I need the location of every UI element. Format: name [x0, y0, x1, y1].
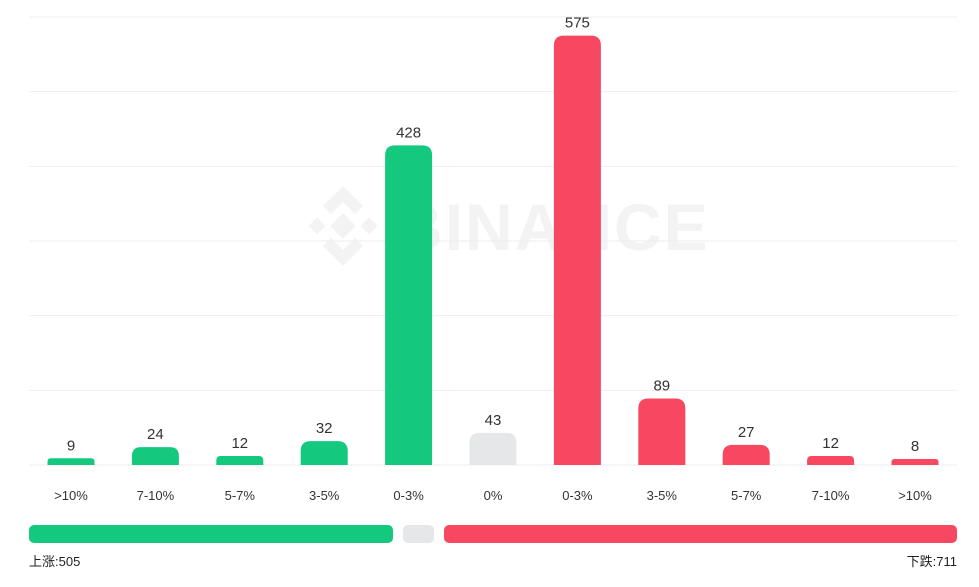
category-label: >10%	[54, 488, 88, 503]
summary-up-count: 上涨:505	[29, 554, 81, 569]
binance-watermark: BINANCE	[308, 186, 710, 266]
category-label: 0-3%	[562, 488, 593, 503]
bar-flat-5[interactable]	[469, 432, 517, 465]
category-label: >10%	[898, 488, 932, 503]
summary-down-count: 下跌:711	[906, 554, 957, 569]
bars	[47, 35, 939, 466]
category-label: 7-10%	[137, 488, 175, 503]
bar-up-3[interactable]	[300, 441, 348, 465]
binance-logo-icon	[308, 186, 378, 266]
value-label: 89	[653, 378, 670, 395]
bar-down-6[interactable]	[553, 35, 601, 466]
value-label: 12	[822, 435, 839, 452]
bar-down-10[interactable]	[891, 459, 939, 465]
value-label: 9	[67, 437, 75, 454]
bar-up-0[interactable]	[47, 458, 95, 465]
labels: 9 >10% 24 7-10% 12 5-7% 32 3-5% 428 0-3% 43 0% 575 0-…	[54, 15, 932, 503]
watermark-text: BINANCE	[395, 190, 710, 264]
value-label: 43	[485, 412, 502, 429]
category-label: 3-5%	[647, 488, 678, 503]
summary-segment-flat	[403, 525, 434, 543]
category-label: 3-5%	[309, 488, 340, 503]
bar-down-7[interactable]	[638, 398, 686, 465]
summary-bar	[29, 525, 957, 543]
value-label: 12	[231, 435, 248, 452]
value-label: 428	[396, 124, 421, 141]
category-label: 7-10%	[812, 488, 850, 503]
category-label: 5-7%	[225, 488, 256, 503]
category-label: 5-7%	[731, 488, 762, 503]
value-label: 8	[911, 438, 919, 455]
bar-up-2[interactable]	[216, 456, 264, 465]
grid	[29, 16, 957, 466]
summary-segment-up	[29, 525, 393, 543]
bar-down-9[interactable]	[807, 456, 855, 465]
category-label: 0-3%	[393, 488, 424, 503]
bar-up-1[interactable]	[131, 447, 179, 465]
value-label: 32	[316, 420, 333, 437]
value-label: 575	[565, 15, 590, 32]
category-label: 0%	[484, 488, 503, 503]
bar-up-4[interactable]	[385, 145, 433, 465]
bar-down-8[interactable]	[722, 444, 770, 465]
value-label: 24	[147, 426, 164, 443]
summary-segment-down	[444, 525, 957, 543]
value-label: 27	[738, 424, 755, 441]
